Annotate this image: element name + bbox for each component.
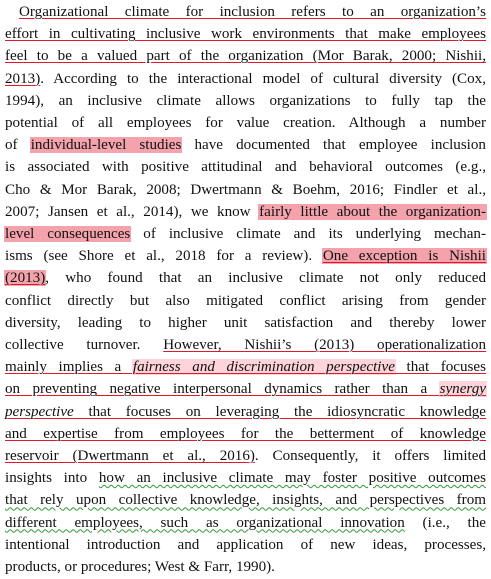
highlighted-text: individual-level studies [29,137,183,154]
text-line: Organizational climate for inclusion ref… [19,0,486,24]
red-underlined-text: perspective [5,403,74,420]
text-line: that rely upon collective knowledge, ins… [5,488,486,512]
red-underlined-text: reservoir (Dwertmann et al., 2016) [5,448,255,464]
text-segment: 2007; Jansen et al., 2014), we know [5,203,260,220]
text-segment: collective turnover. [5,337,164,353]
text-line: mainly implies a fairness and discrimina… [5,355,486,379]
text-line: is associated with positive attitudinal … [5,155,486,179]
highlighted-text: fairness and discrimination perspective [131,359,396,376]
text-segment: conflict directly but also mitigated con… [5,292,486,309]
text-line: 1994), an inclusive climate allows organ… [5,89,486,113]
text-line: Cho & Mor Barak, 2008; Dwertmann & Boehm… [5,178,486,202]
red-underlined-text: mainly implies a [5,359,133,376]
text-segment: insights into [5,470,99,487]
text-line: effort in cultivating inclusive work env… [5,22,486,46]
text-line: feel to be a valued part of the organiza… [5,44,486,68]
text-segment: of [5,137,31,154]
text-segment: is associated with positive attitudinal … [5,159,486,176]
green-underlined-text: how an inclusive climate may foster posi… [98,470,486,487]
highlighted-text: One exception is Nishii [321,248,487,265]
red-underlined-text: Organizational climate for inclusion ref… [19,4,486,20]
highlighted-text: fairly little about the organization- [258,203,487,220]
text-segment: products, or procedures; West & Farr, 19… [5,559,275,575]
text-line: perspective that focuses on leveraging t… [5,400,486,424]
text-segment: . Consequently, it offers limited [254,448,486,464]
green-underlined-text: different employees, such as organizatio… [5,514,405,531]
text-line: of individual-level studies have documen… [5,133,486,157]
text-segment: have documented that employee inclusion [181,137,486,154]
text-segment: isms (see Shore et al., 2018 for a revie… [5,248,323,265]
text-line: level consequences of inclusive climate … [4,222,486,246]
red-underlined-text: feel to be a valued part of the organiza… [5,48,486,65]
text-segment: intentional introduction and application… [5,536,486,553]
red-underlined-text: on preventing negative interpersonal dyn… [5,381,440,398]
text-line: 2007; Jansen et al., 2014), we know fair… [5,200,487,224]
text-line: intentional introduction and application… [5,533,486,557]
red-underlined-text: that focuses [394,359,487,376]
text-line: products, or procedures; West & Farr, 19… [5,555,486,579]
text-line: different employees, such as organizatio… [5,511,486,535]
text-line: insights into how an inclusive climate m… [5,466,486,490]
green-underlined-text: that rely upon collective knowledge, ins… [5,492,486,509]
highlighted-text: (2013) [4,270,47,287]
red-underlined-text: 2013) [5,70,41,87]
text-line: diversity, leading to higher unit satisf… [5,311,486,335]
text-line: (2013), who found that an inclusive clim… [4,266,486,290]
text-segment: 1994), an inclusive climate allows organ… [5,92,486,109]
text-line: collective turnover. However, Nishii’s (… [5,333,486,357]
red-underlined-text: that focuses on leveraging the idiosyncr… [73,403,486,420]
text-line: 2013). According to the interactional mo… [5,67,486,91]
text-segment: of inclusive climate and its underlying … [130,226,486,242]
text-line: reservoir (Dwertmann et al., 2016). Cons… [5,444,486,468]
text-line: potential of all employees for value cre… [5,111,486,135]
text-line: isms (see Shore et al., 2018 for a revie… [5,244,487,268]
red-underlined-text: and expertise from employees for the bet… [5,425,486,442]
text-line: and expertise from employees for the bet… [5,422,486,446]
text-segment: (i.e., the [404,514,487,531]
text-segment: , who found that an inclusive climate no… [45,270,486,287]
highlighted-text: synergy [438,381,487,398]
text-segment: Cho & Mor Barak, 2008; Dwertmann & Boehm… [5,181,486,198]
text-segment: . According to the interactional model o… [40,70,486,87]
red-underlined-text: effort in cultivating inclusive work env… [5,26,486,43]
red-underlined-text: However, Nishii’s (2013) operationalizat… [163,337,487,353]
text-segment: diversity, leading to higher unit satisf… [5,314,486,331]
text-segment: potential of all employees for value cre… [5,115,486,131]
text-line: on preventing negative interpersonal dyn… [5,377,487,401]
text-line: conflict directly but also mitigated con… [5,289,486,313]
highlighted-text: level consequences [4,226,132,242]
